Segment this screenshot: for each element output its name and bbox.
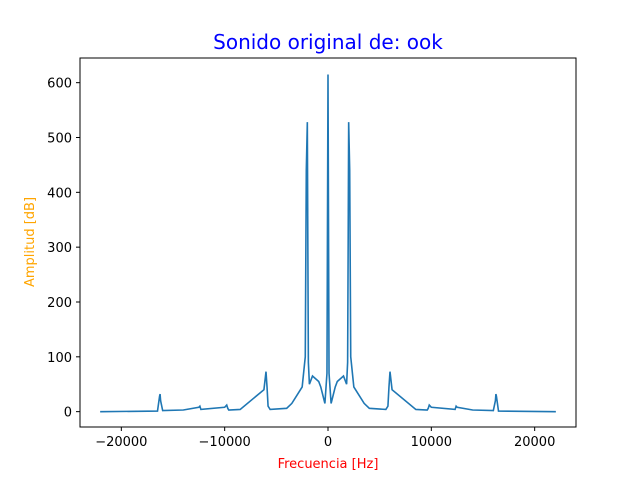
y-tick-label: 600 (47, 77, 72, 92)
x-tick-label: 0 (324, 435, 332, 450)
x-axis-label: Frecuencia [Hz] (278, 457, 379, 472)
x-tick-label: −20000 (95, 435, 147, 450)
y-axis-label: Amplitud [dB] (23, 197, 38, 287)
y-tick-label: 300 (47, 241, 72, 256)
y-tick-label: 500 (47, 132, 72, 147)
y-tick-label: 200 (47, 296, 72, 311)
plot-area (100, 74, 556, 413)
x-tick-label: 20000 (514, 435, 555, 450)
x-axis: −20000 −10000 0 10000 20000 (95, 427, 555, 450)
y-tick-label: 100 (47, 351, 72, 366)
y-tick-label: 0 (64, 406, 72, 421)
y-tick-label: 400 (47, 186, 72, 201)
y-axis: 0 100 200 300 400 500 600 (47, 77, 80, 421)
chart-title: Sonido original de: ook (213, 30, 443, 54)
x-tick-label: 10000 (411, 435, 452, 450)
spectrum-series-line (100, 74, 556, 413)
x-tick-label: −10000 (199, 435, 251, 450)
